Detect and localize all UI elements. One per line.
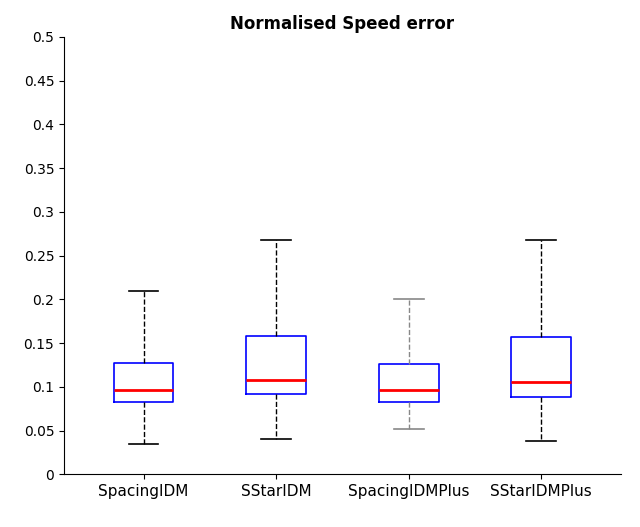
Title: Normalised Speed error: Normalised Speed error xyxy=(230,15,454,33)
